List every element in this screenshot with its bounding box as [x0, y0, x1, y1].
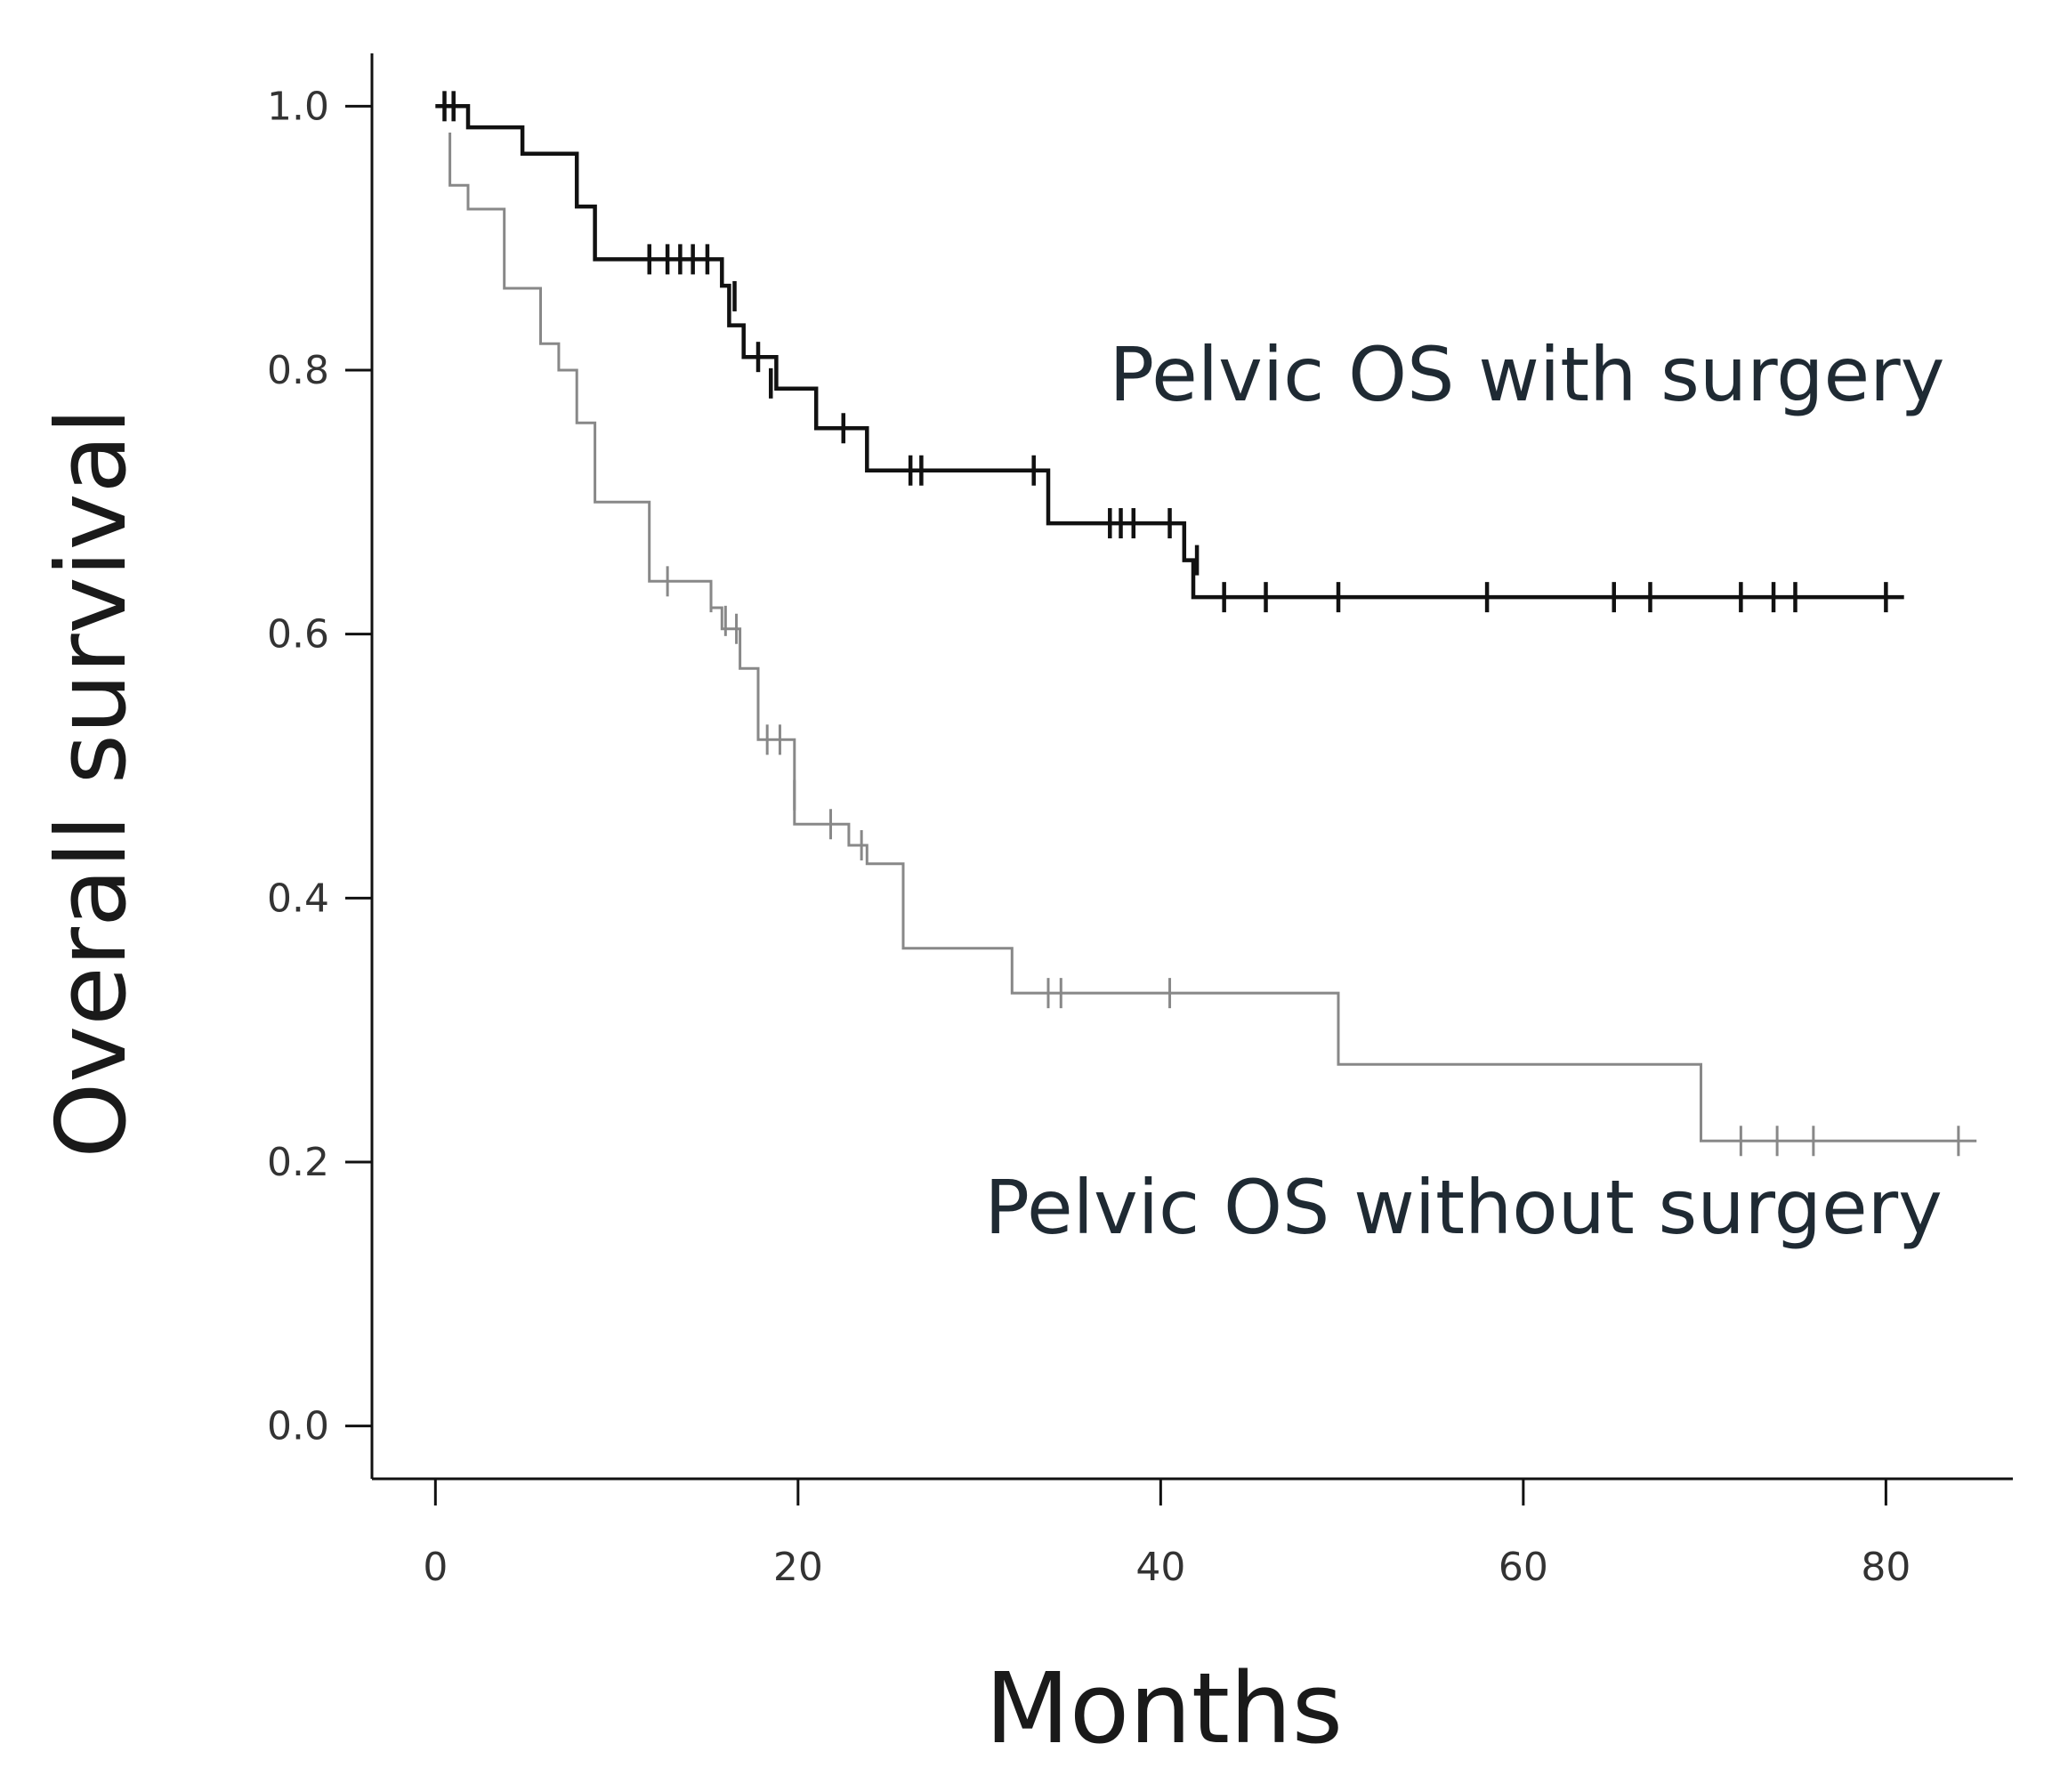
- curve-without-surgery: [448, 133, 1977, 1142]
- y-tick-label: 0.2: [267, 1140, 329, 1185]
- x-axis-title: Months: [985, 1651, 1343, 1765]
- curve-label-with-surgery: Pelvic OS with surgery: [1109, 331, 1944, 418]
- x-tick-label: 20: [773, 1545, 823, 1590]
- x-tick-label: 60: [1499, 1545, 1548, 1590]
- label-layer: Months Overall survival Pelvic OS with s…: [36, 331, 1944, 1765]
- curve-with-surgery: [435, 104, 1904, 600]
- y-tick-label: 0.4: [267, 876, 329, 921]
- x-tick-label: 0: [423, 1545, 448, 1590]
- x-tick-label: 80: [1861, 1545, 1911, 1590]
- axes-layer: 0.0 0.2 0.4 0.6 0.8 1.0 0 20 40 60 80: [267, 53, 2013, 1590]
- y-axis-title: Overall survival: [36, 408, 148, 1158]
- series-layer: [435, 91, 1977, 1157]
- y-tick-label: 0.6: [267, 612, 329, 658]
- y-tick-label: 1.0: [267, 84, 329, 129]
- curve-label-without-surgery: Pelvic OS without surgery: [984, 1164, 1943, 1251]
- x-tick-label: 40: [1135, 1545, 1185, 1590]
- y-tick-label: 0.0: [267, 1404, 329, 1449]
- y-tick-label: 0.8: [267, 348, 329, 393]
